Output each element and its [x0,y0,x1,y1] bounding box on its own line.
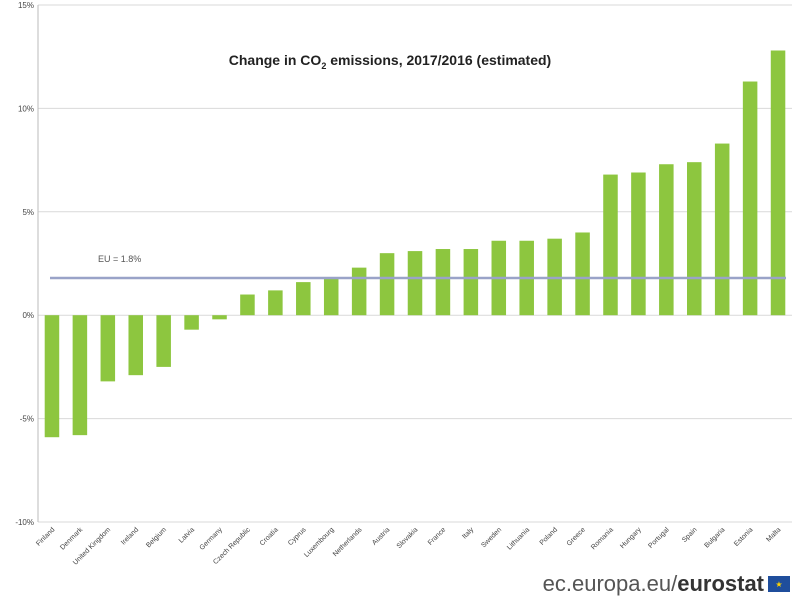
footer-brand: eurostat [677,571,764,596]
x-tick-label: France [427,526,447,546]
chart-title: Change in CO2 emissions, 2017/2016 (esti… [228,52,552,71]
y-tick-label: -10% [15,518,34,527]
x-tick-label: Ireland [120,526,140,546]
bar [435,249,451,316]
x-tick-label: Luxembourg [303,526,336,559]
bar [407,251,423,316]
bar [631,172,646,316]
x-tick-label: Croatia [259,526,280,547]
bar [240,294,255,316]
bar [603,174,618,316]
x-tick-label: Germany [199,526,225,552]
bar [100,315,116,382]
bar [379,253,395,316]
x-tick-label: Spain [681,526,699,544]
bar [659,164,674,316]
x-tick-label: Bulgaria [703,526,726,549]
x-tick-label: Cyprus [287,526,308,547]
bar [575,232,590,316]
x-tick-label: Austria [371,526,391,546]
x-tick-label: Finland [35,526,56,547]
x-tick-label: Poland [539,526,559,546]
bar [128,315,144,376]
x-tick-label: Latvia [178,526,196,544]
x-tick-label: Portugal [647,526,671,550]
bar [714,143,730,316]
bar [268,290,283,316]
bar [770,50,786,316]
y-axis-ticks: -10% -5% 0% 5% 10% 15% [15,1,34,527]
x-tick-label: Slovakia [396,526,420,550]
eu-average-label: EU = 1.8% [98,254,141,264]
eurostat-logo: ec.europa.eu/eurostat ★ [543,571,790,597]
bar [686,162,702,316]
x-tick-label: Estonia [733,526,755,548]
y-tick-label: 5% [22,208,34,217]
x-tick-label: Romania [590,526,615,551]
reference-line: EU = 1.8% [50,254,786,280]
x-tick-label: Denmark [59,526,84,551]
x-tick-label: Lithuania [506,526,531,551]
bar [156,315,171,367]
bar [351,267,367,316]
bar [44,315,60,438]
bar [184,315,199,330]
eu-flag-icon: ★ [768,576,790,592]
bar [742,81,758,316]
x-tick-label: Greece [566,526,587,547]
bar [296,282,311,316]
y-tick-label: 0% [22,311,34,320]
y-tick-label: 15% [18,1,34,10]
footer-site: ec.europa.eu/ [542,571,678,596]
x-tick-label: Italy [461,526,475,540]
bars [44,50,786,438]
x-tick-label: Malta [765,526,782,543]
y-tick-label: -5% [20,415,34,424]
x-tick-label: Sweden [480,526,503,549]
x-tick-label: Belgium [145,526,168,549]
y-tick-label: 10% [18,104,34,113]
bar [72,315,88,436]
bar [323,277,339,316]
bar [463,249,479,316]
bar [212,315,227,320]
x-tick-label: Netherlands [332,526,364,558]
x-tick-label: Hungary [619,526,643,550]
